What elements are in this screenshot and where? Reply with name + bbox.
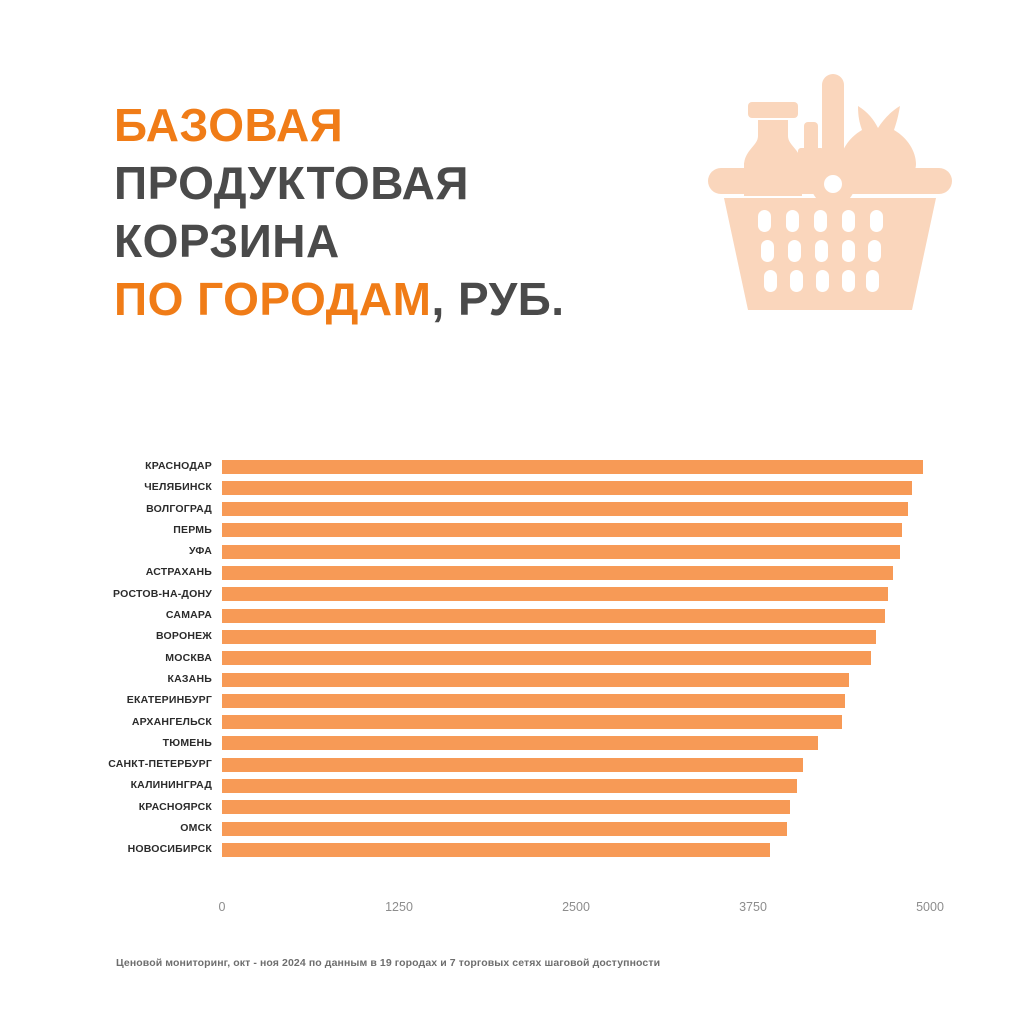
bar-track bbox=[222, 757, 982, 772]
chart-row: ТЮМЕНЬ bbox=[0, 733, 1024, 754]
bar-label: КРАСНОЯРСК bbox=[138, 800, 212, 813]
bar bbox=[222, 651, 871, 666]
bar bbox=[222, 693, 846, 708]
bar-track bbox=[222, 566, 982, 581]
bar-label: ЕКАТЕРИНБУРГ bbox=[126, 694, 212, 707]
chart-row: ВОЛГОГРАД bbox=[0, 499, 1024, 520]
axis-tick-label: 5000 bbox=[916, 900, 944, 914]
bar bbox=[222, 842, 770, 857]
chart-row: НОВОСИБИРСК bbox=[0, 839, 1024, 860]
bar bbox=[222, 587, 888, 602]
bar bbox=[222, 502, 909, 517]
bar-label: КАЛИНИНГРАД bbox=[130, 779, 212, 792]
title-line-4-cities: ПО ГОРОДАМ bbox=[114, 273, 432, 325]
bar-track bbox=[222, 779, 982, 794]
chart-row: АРХАНГЕЛЬСК bbox=[0, 712, 1024, 733]
bar-label: ВОЛГОГРАД bbox=[146, 502, 212, 515]
bar-label: НОВОСИБИРСК bbox=[127, 843, 212, 856]
page-title: БАЗОВАЯ ПРОДУКТОВАЯ КОРЗИНА ПО ГОРОДАМ, … bbox=[114, 96, 754, 328]
title-line-3: КОРЗИНА bbox=[114, 215, 340, 267]
bar-track bbox=[222, 672, 982, 687]
bar-chart: КРАСНОДАР ЧЕЛЯБИНСК ВОЛГОГРАД ПЕРМЬ УФА АСТРА… bbox=[0, 448, 1024, 918]
bar-label: САНКТ-ПЕТЕРБУРГ bbox=[108, 758, 212, 771]
bar-track bbox=[222, 459, 982, 474]
bar-label: ОМСК bbox=[180, 822, 212, 835]
bar-track bbox=[222, 502, 982, 517]
chart-row: ОМСК bbox=[0, 818, 1024, 839]
bar-label: АСТРАХАНЬ bbox=[145, 566, 212, 579]
bar bbox=[222, 757, 803, 772]
chart-row: МОСКВА bbox=[0, 648, 1024, 669]
bar bbox=[222, 779, 797, 794]
bar-track bbox=[222, 736, 982, 751]
bar bbox=[222, 459, 923, 474]
chart-row: КАЛИНИНГРАД bbox=[0, 775, 1024, 796]
chart-row: САМАРА bbox=[0, 605, 1024, 626]
chart-row: ЕКАТЕРИНБУРГ bbox=[0, 690, 1024, 711]
shopping-basket-icon bbox=[700, 62, 960, 342]
chart-row: РОСТОВ-НА-ДОНУ bbox=[0, 584, 1024, 605]
bar-track bbox=[222, 821, 982, 836]
chart-rows: КРАСНОДАР ЧЕЛЯБИНСК ВОЛГОГРАД ПЕРМЬ УФА АСТРА… bbox=[0, 456, 1024, 861]
bar-label: ТЮМЕНЬ bbox=[162, 736, 212, 749]
bar bbox=[222, 736, 819, 751]
bar-track bbox=[222, 480, 982, 495]
bar-track bbox=[222, 651, 982, 666]
bar-track bbox=[222, 629, 982, 644]
axis-tick-label: 2500 bbox=[562, 900, 590, 914]
bar bbox=[222, 544, 901, 559]
bar-label: РОСТОВ-НА-ДОНУ bbox=[113, 587, 212, 600]
bar-track bbox=[222, 715, 982, 730]
bar bbox=[222, 821, 787, 836]
chart-row: КРАСНОЯРСК bbox=[0, 797, 1024, 818]
chart-row: КРАСНОДАР bbox=[0, 456, 1024, 477]
axis-tick-label: 0 bbox=[218, 900, 226, 914]
bar-track bbox=[222, 587, 982, 602]
chart-row: ПЕРМЬ bbox=[0, 520, 1024, 541]
chart-row: ВОРОНЕЖ bbox=[0, 626, 1024, 647]
chart-row: УФА bbox=[0, 541, 1024, 562]
bar-track bbox=[222, 523, 982, 538]
bar-label: САМАРА bbox=[165, 609, 212, 622]
bar-label: УФА bbox=[188, 545, 212, 558]
bar-label: ПЕРМЬ bbox=[173, 523, 212, 536]
bar-track bbox=[222, 544, 982, 559]
bar-label: КАЗАНЬ bbox=[167, 672, 212, 685]
bar bbox=[222, 566, 894, 581]
chart-row: КАЗАНЬ bbox=[0, 669, 1024, 690]
bar bbox=[222, 523, 902, 538]
bar-track bbox=[222, 800, 982, 815]
bar bbox=[222, 608, 885, 623]
chart-row: САНКТ-ПЕТЕРБУРГ bbox=[0, 754, 1024, 775]
axis-tick-label: 3750 bbox=[739, 900, 767, 914]
chart-row: ЧЕЛЯБИНСК bbox=[0, 477, 1024, 498]
bar-track bbox=[222, 608, 982, 623]
title-line-4: ПО ГОРОДАМ, РУБ. bbox=[114, 270, 754, 328]
bar-label: АРХАНГЕЛЬСК bbox=[131, 715, 212, 728]
title-line-2: ПРОДУКТОВАЯ bbox=[114, 157, 469, 209]
bar bbox=[222, 629, 877, 644]
footnote: Ценовой мониторинг, окт - ноя 2024 по да… bbox=[116, 957, 661, 969]
bar-track bbox=[222, 693, 982, 708]
chart-row: АСТРАХАНЬ bbox=[0, 562, 1024, 583]
bar-label: МОСКВА bbox=[165, 651, 212, 664]
bar bbox=[222, 800, 790, 815]
bar-track bbox=[222, 842, 982, 857]
bar-label: КРАСНОДАР bbox=[145, 460, 212, 472]
title-line-4-currency: , РУБ. bbox=[431, 273, 565, 325]
title-line-1: БАЗОВАЯ bbox=[114, 99, 344, 151]
header: БАЗОВАЯ ПРОДУКТОВАЯ КОРЗИНА ПО ГОРОДАМ, … bbox=[0, 0, 1024, 420]
axis-tick-label: 1250 bbox=[385, 900, 413, 914]
x-axis: 0 1250 2500 3750 5000 bbox=[0, 900, 1024, 926]
bar bbox=[222, 672, 850, 687]
bar-label: ЧЕЛЯБИНСК bbox=[144, 481, 212, 494]
bar bbox=[222, 715, 843, 730]
bar bbox=[222, 480, 912, 495]
bar-label: ВОРОНЕЖ bbox=[156, 630, 212, 643]
